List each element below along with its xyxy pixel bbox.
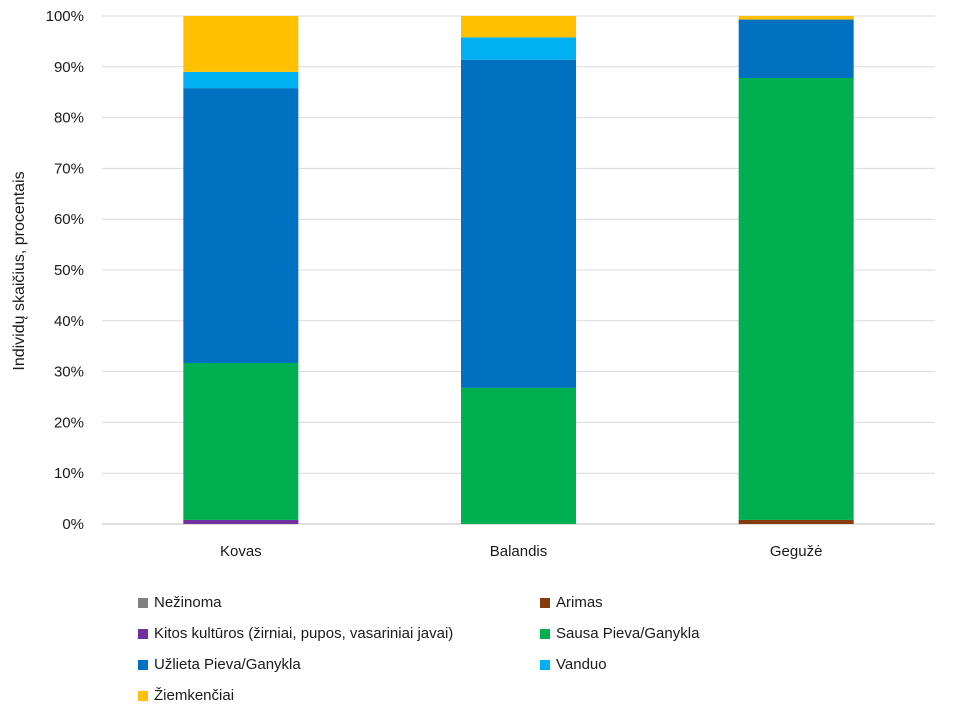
legend-item: Nežinoma — [138, 594, 222, 611]
bar-segment — [183, 519, 299, 524]
x-tick-label: Kovas — [220, 543, 262, 560]
legend-label: Užlieta Pieva/Ganykla — [154, 656, 301, 673]
y-tick-label: 80% — [54, 110, 84, 127]
legend-item: Arimas — [540, 594, 603, 611]
legend-label: Kitos kultūros (žirniai, pupos, vasarini… — [154, 625, 454, 642]
y-axis-ticks: 0% 10% 20% 30% 40% 50% 60% 70% 80% 90% 100% — [46, 8, 84, 533]
legend-item: Užlieta Pieva/Ganykla — [138, 656, 301, 673]
x-tick-label: Balandis — [490, 543, 548, 560]
legend-swatch — [138, 690, 148, 701]
legend-swatch — [138, 659, 148, 670]
bar-segment — [183, 71, 299, 89]
legend-item: Žiemkenčiai — [138, 687, 234, 704]
bar-segment — [461, 59, 576, 388]
legend-label: Žiemkenčiai — [154, 687, 235, 704]
legend-swatch — [540, 659, 550, 670]
y-tick-label: 60% — [54, 211, 84, 228]
legend-item: Kitos kultūros (žirniai, pupos, vasarini… — [138, 625, 453, 642]
legend-label: Vanduo — [556, 656, 607, 673]
y-tick-label: 20% — [54, 414, 84, 431]
legend-item: Sausa Pieva/Ganykla — [540, 625, 699, 642]
y-tick-label: 10% — [54, 465, 84, 482]
bar-segment — [461, 387, 576, 524]
y-tick-label: 30% — [54, 364, 84, 381]
legend-swatch — [540, 628, 550, 639]
bar-segment — [461, 37, 576, 60]
stacked-bar-chart: 0% 10% 20% 30% 40% 50% 60% 70% 80% 90% 100% Kovas B… — [11, 8, 935, 560]
bars — [183, 16, 854, 524]
y-tick-label: 0% — [62, 516, 84, 533]
bar-segment — [183, 88, 299, 363]
legend-swatch — [138, 597, 148, 608]
bar-segment — [738, 16, 854, 20]
bar-segment — [738, 77, 854, 520]
legend-label: Nežinoma — [154, 594, 222, 611]
bar-segment — [738, 19, 854, 78]
bar-segment — [183, 362, 299, 520]
legend-item: Vanduo — [540, 656, 607, 673]
x-axis-ticks: Kovas Balandis Gegužė — [220, 543, 822, 560]
bar-segment — [461, 16, 576, 38]
legend-label: Sausa Pieva/Ganykla — [556, 625, 700, 642]
y-tick-label: 50% — [54, 262, 84, 279]
y-tick-label: 90% — [54, 59, 84, 76]
x-tick-label: Gegužė — [770, 543, 823, 560]
legend-label: Arimas — [556, 594, 603, 611]
y-tick-label: 100% — [46, 8, 84, 25]
bar-segment — [183, 16, 299, 72]
y-tick-label: 40% — [54, 313, 84, 330]
y-axis-title: Individų skaičius, procentais — [11, 171, 28, 370]
legend-swatch — [138, 628, 148, 639]
bar-segment — [738, 519, 854, 524]
legend-swatch — [540, 597, 550, 608]
y-tick-label: 70% — [54, 160, 84, 177]
